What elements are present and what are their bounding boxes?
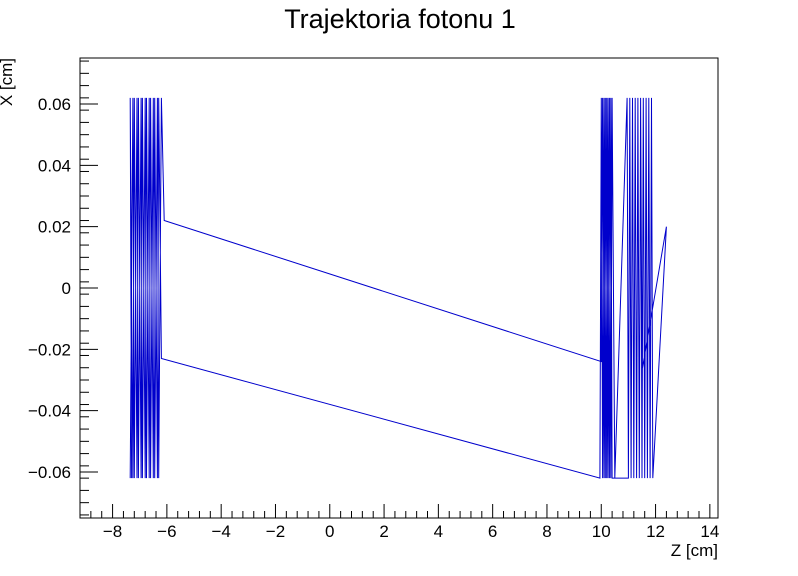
y-tick-label: 0.02 (38, 218, 71, 237)
x-tick-label: −6 (157, 522, 176, 541)
x-tick-label: 2 (379, 522, 388, 541)
x-tick-label: −8 (103, 522, 122, 541)
trajectory-line (129, 97, 667, 479)
x-tick-label: 14 (700, 522, 719, 541)
y-axis-title: X [cm] (0, 58, 16, 106)
x-tick-label: 0 (325, 522, 334, 541)
x-tick-label: 8 (542, 522, 551, 541)
y-tick-label: −0.04 (28, 402, 71, 421)
y-tick-label: −0.06 (28, 463, 71, 482)
x-tick-label: −2 (266, 522, 285, 541)
x-tick-label: −4 (211, 522, 230, 541)
plot-area (129, 97, 667, 479)
x-tick-label: 12 (646, 522, 665, 541)
x-tick-label: 10 (592, 522, 611, 541)
x-axis-title: Z [cm] (671, 541, 718, 560)
y-tick-label: −0.02 (28, 340, 71, 359)
axes: −8 −6 −4 −2 0 2 4 6 8 10 12 14 −0.06 −0.04 −0.02 0 0.02 0… (28, 60, 719, 541)
y-tick-label: 0.06 (38, 95, 71, 114)
chart-title: Trajektoria fotonu 1 (284, 4, 516, 34)
y-tick-label: 0 (62, 279, 71, 298)
plot-frame (79, 57, 719, 519)
y-tick-label: 0.04 (38, 156, 71, 175)
x-tick-label: 4 (434, 522, 443, 541)
x-tick-label: 6 (488, 522, 497, 541)
